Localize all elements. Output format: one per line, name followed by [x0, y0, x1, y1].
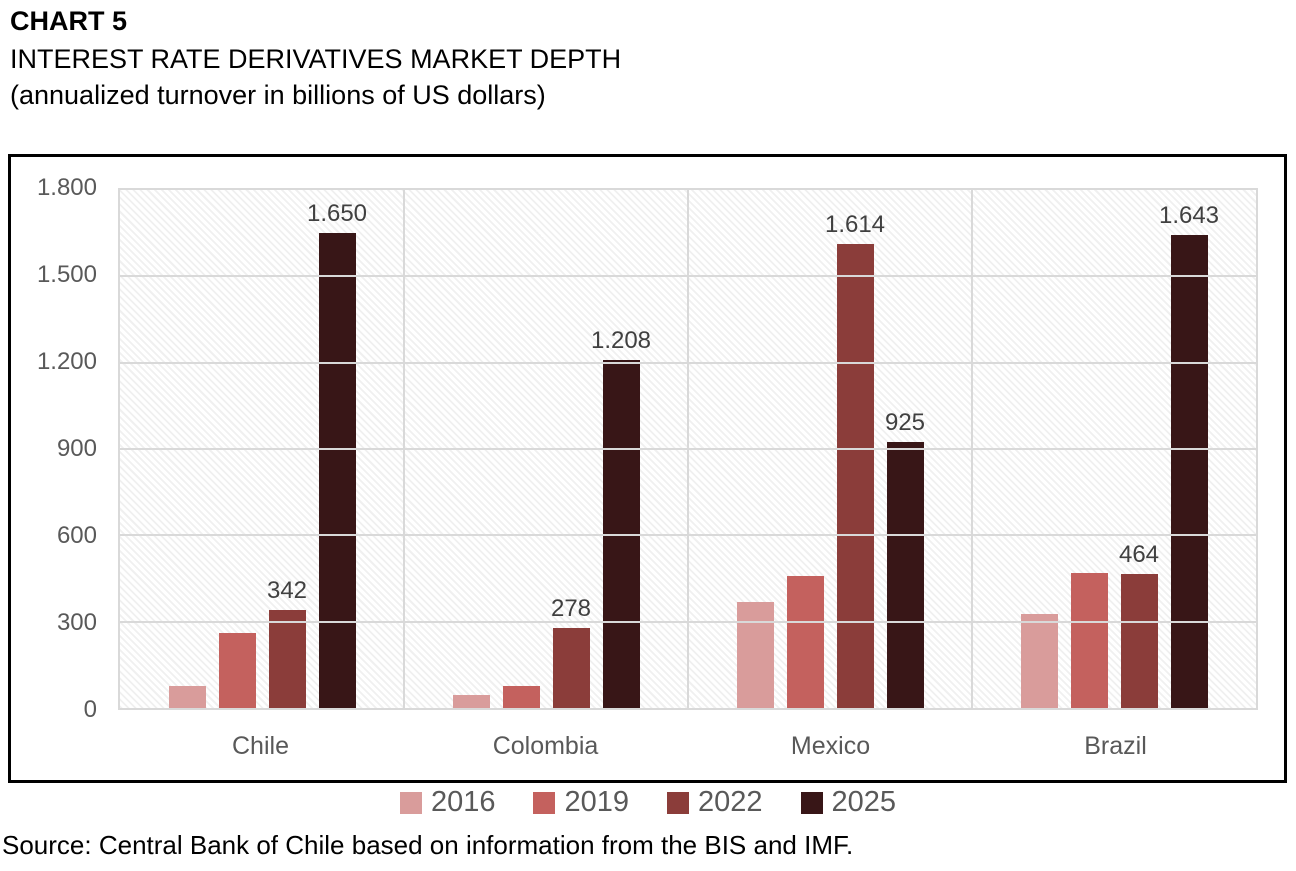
bar-value-label: 1.650 — [306, 200, 368, 228]
bar-mexico-2022 — [836, 243, 874, 708]
category-divider — [687, 190, 689, 708]
bar-value-label: 464 — [1118, 541, 1160, 569]
legend-label: 2016 — [430, 786, 496, 818]
legend-label: 2025 — [831, 786, 897, 818]
bar-brazil-2025 — [1170, 235, 1208, 708]
chart-subtitle: (annualized turnover in billions of US d… — [10, 80, 546, 110]
category-divider — [971, 190, 973, 708]
chart-title: INTEREST RATE DERIVATIVES MARKET DEPTH — [10, 44, 622, 74]
y-tick-label: 600 — [56, 522, 97, 549]
bar-colombia-2016 — [452, 695, 490, 708]
bar-mexico-2019 — [786, 575, 824, 708]
bar-slot: 1.650 — [307, 190, 367, 708]
bar-slot: 342 — [266, 190, 308, 708]
bar-slot — [452, 190, 490, 708]
bar-slot — [1070, 190, 1108, 708]
bar-group-chile: 342 1.650 — [120, 190, 404, 708]
legend-label: 2022 — [698, 786, 763, 818]
chart-frame: 1.800 1.500 1.200 900 600 300 0 342 1.650 278 1.2… — [8, 154, 1287, 783]
legend: 2016 2019 2022 2025 — [0, 786, 1296, 819]
bar-slot: 1.614 — [825, 190, 885, 708]
y-tick-label: 900 — [56, 435, 97, 462]
bar-mexico-2025 — [886, 441, 924, 708]
y-tick-label: 1.800 — [36, 174, 97, 201]
bar-slot: 925 — [884, 190, 926, 708]
x-axis-labels: Chile Colombia Mexico Brazil — [118, 732, 1258, 761]
legend-item-2016: 2016 — [399, 786, 496, 819]
legend-swatch-icon — [800, 791, 823, 814]
bar-slot — [786, 190, 824, 708]
bar-slot: 1.643 — [1159, 190, 1219, 708]
legend-swatch-icon — [667, 791, 689, 814]
bar-value-label: 1.208 — [590, 327, 652, 355]
bar-chile-2016 — [168, 686, 206, 708]
bar-slot — [1020, 190, 1058, 708]
bar-group-colombia: 278 1.208 — [404, 190, 688, 708]
bar-groups: 342 1.650 278 1.208 1.614 925 464 1.643 — [120, 190, 1256, 708]
x-category-label-chile: Chile — [232, 732, 289, 760]
x-category-label-brazil: Brazil — [1084, 732, 1147, 760]
bar-value-label: 342 — [266, 576, 308, 604]
y-tick-label: 0 — [83, 696, 97, 723]
bar-brazil-2019 — [1070, 572, 1108, 708]
legend-swatch-icon — [533, 791, 556, 814]
legend-item-2022: 2022 — [667, 786, 763, 819]
y-tick-label: 1.200 — [36, 348, 97, 375]
bar-slot: 464 — [1118, 190, 1160, 708]
legend-item-2019: 2019 — [533, 786, 629, 819]
bar-brazil-2016 — [1020, 614, 1058, 708]
bar-value-label: 278 — [550, 595, 592, 622]
bar-group-mexico: 1.614 925 — [688, 190, 972, 708]
bar-chile-2019 — [218, 633, 256, 708]
bar-slot — [502, 190, 540, 708]
legend-swatch-icon — [399, 791, 422, 814]
category-divider — [403, 190, 405, 708]
source-note: Source: Central Bank of Chile based on i… — [2, 830, 854, 860]
legend-item-2025: 2025 — [800, 786, 897, 819]
x-category-label-mexico: Mexico — [790, 732, 871, 760]
y-tick-label: 1.500 — [36, 261, 97, 288]
bar-slot — [168, 190, 206, 708]
bar-value-label: 1.643 — [1158, 202, 1220, 230]
bar-group-brazil: 464 1.643 — [972, 190, 1256, 708]
bar-chile-2025 — [318, 233, 356, 708]
chart-number: CHART 5 — [10, 6, 128, 36]
y-tick-label: 300 — [56, 609, 97, 636]
bar-slot — [736, 190, 774, 708]
bar-colombia-2025 — [602, 360, 640, 708]
bar-mexico-2016 — [736, 601, 774, 708]
bar-chile-2022 — [268, 609, 306, 708]
bar-slot: 278 — [550, 190, 592, 708]
plot-area: 342 1.650 278 1.208 1.614 925 464 1.643 — [118, 188, 1258, 710]
bar-brazil-2022 — [1120, 574, 1158, 708]
bar-slot: 1.208 — [591, 190, 651, 708]
bar-colombia-2022 — [552, 628, 590, 708]
legend-label: 2019 — [564, 786, 629, 818]
bar-value-label: 925 — [884, 408, 926, 436]
y-axis: 1.800 1.500 1.200 900 600 300 0 — [11, 174, 97, 723]
bar-colombia-2019 — [502, 685, 540, 708]
x-category-label-colombia: Colombia — [492, 732, 599, 760]
bar-slot — [218, 190, 256, 708]
bar-value-label: 1.614 — [824, 210, 886, 238]
